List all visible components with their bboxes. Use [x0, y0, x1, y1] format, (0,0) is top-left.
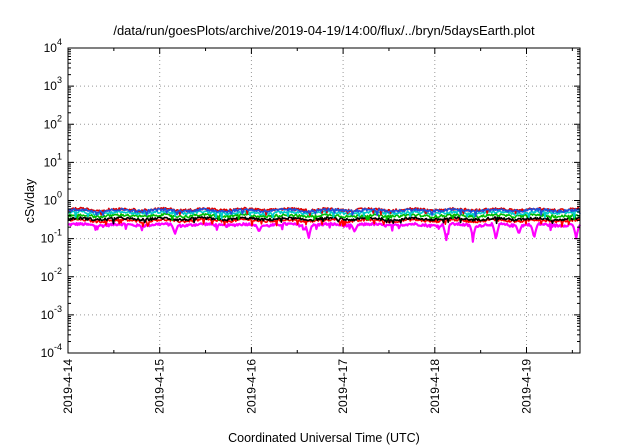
series-line	[67, 212, 581, 222]
y-tick-label: 103	[44, 75, 62, 93]
x-tick-labels: 2019-4-14 2019-4-15 2019-4-16 2019-4-17 2019…	[61, 359, 534, 414]
series-line	[67, 221, 581, 243]
y-tick-label: 10-3	[41, 304, 62, 322]
y-tick-label: 101	[44, 151, 62, 169]
y-tick-label: 10-4	[41, 342, 62, 360]
x-tick-label: 2019-4-15	[153, 359, 167, 414]
x-axis-label: Coordinated Universal Time (UTC)	[228, 431, 420, 445]
x-tick-label: 2019-4-17	[336, 359, 350, 414]
x-tick-label: 2019-4-19	[520, 359, 534, 414]
series-line	[67, 216, 581, 225]
series-layer	[67, 206, 581, 243]
x-tick-label: 2019-4-16	[244, 359, 258, 414]
x-tick-label: 2019-4-18	[428, 359, 442, 414]
y-axis-label: cSv/day	[23, 178, 37, 223]
x-tick-label: 2019-4-14	[61, 359, 75, 414]
y-tick-label: 102	[44, 113, 62, 131]
grid-lines	[68, 48, 580, 353]
chart-title: /data/run/goesPlots/archive/2019-04-19/1…	[113, 23, 535, 38]
series-line	[67, 209, 581, 220]
series-line	[67, 207, 581, 217]
ticks-layer	[67, 47, 580, 354]
y-tick-label: 100	[44, 190, 62, 208]
y-tick-labels: 10-4 10-3 10-2 10-1 100 101 102 103 104	[41, 37, 62, 360]
y-tick-label: 10-1	[41, 228, 62, 246]
y-tick-label: 104	[44, 37, 62, 55]
y-tick-label: 10-2	[41, 266, 62, 284]
